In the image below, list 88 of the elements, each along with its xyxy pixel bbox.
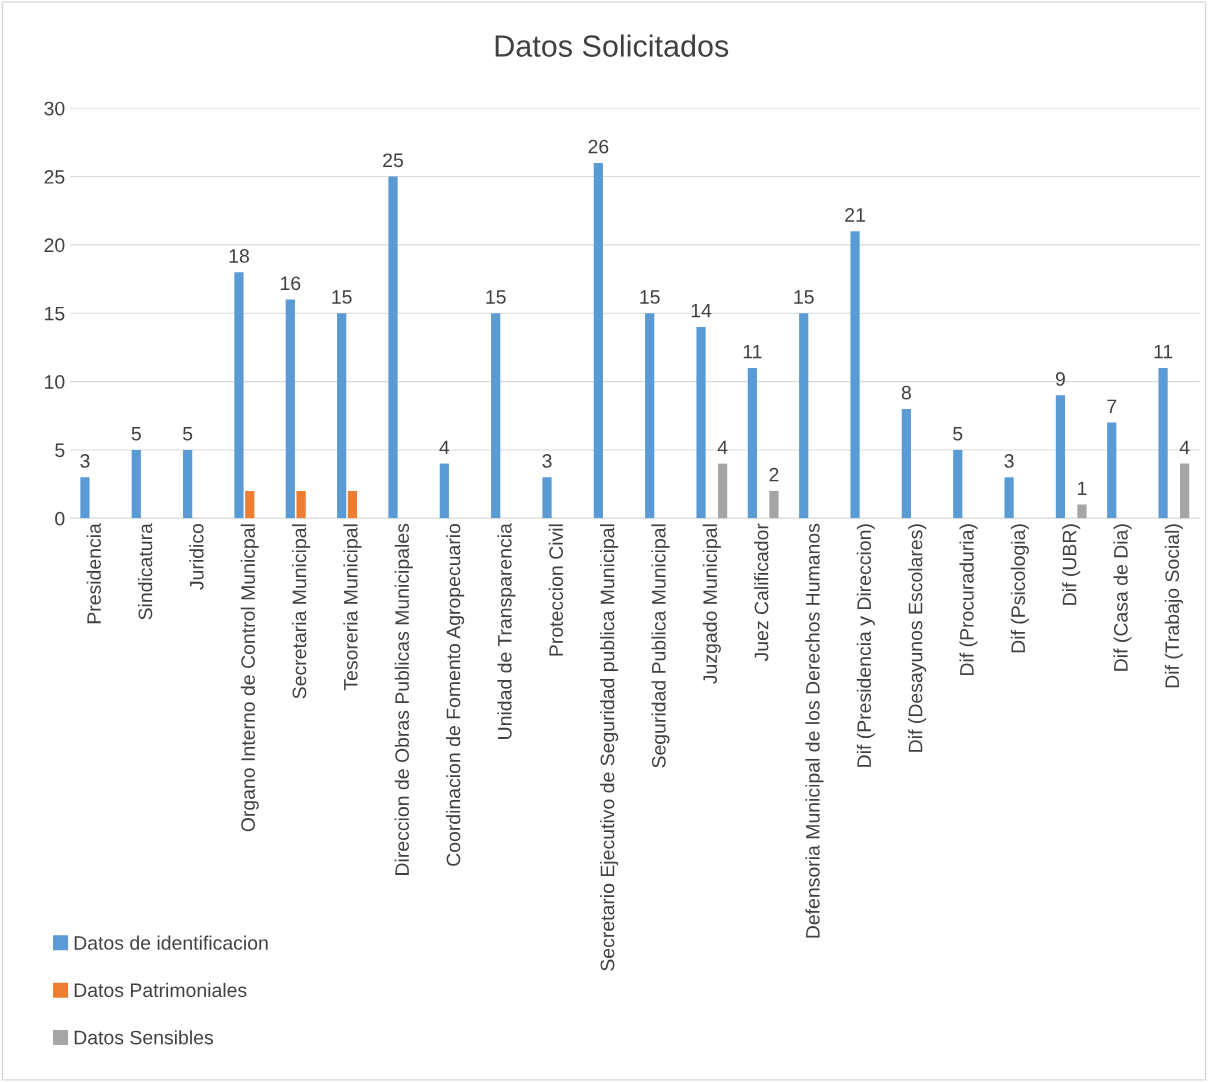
bar (850, 231, 860, 519)
data-label: 9 (1055, 372, 1065, 386)
bar (593, 162, 603, 519)
x-tick-label: Juzgado Municipal (702, 524, 721, 684)
bar (1055, 395, 1066, 519)
y-tick-label: 20 (44, 238, 65, 253)
bar (799, 313, 809, 519)
data-label: 16 (280, 276, 301, 291)
bar (696, 326, 706, 519)
x-tick-label: Coordinacion de Fomento Agropecuario (446, 523, 465, 866)
data-label: 5 (183, 426, 193, 441)
bar (131, 449, 141, 519)
legend-label: Datos Sensibles (74, 1030, 213, 1045)
x-tick-label: Dif (UBR) (1062, 524, 1081, 605)
legend-label: Datos de identificacion (74, 935, 268, 950)
data-label: 26 (588, 139, 609, 154)
y-tick-label: 25 (44, 170, 65, 184)
x-tick-label: Unidad de Transparencia (497, 523, 516, 739)
data-label: 3 (542, 454, 552, 468)
y-tick-label: 0 (55, 511, 65, 526)
y-tick-label: 30 (44, 101, 65, 116)
chart-title: Datos Solicitados (495, 34, 729, 57)
x-tick-label: Organo Interno de Control Municpal (240, 524, 259, 832)
data-label: 25 (383, 153, 403, 168)
bar (769, 490, 779, 519)
data-label: 11 (1154, 344, 1173, 359)
bar (337, 313, 347, 519)
bar (1077, 504, 1087, 519)
data-label: 8 (901, 385, 911, 400)
bar (645, 313, 655, 519)
bar (1107, 422, 1117, 519)
bar (80, 477, 90, 519)
data-label: 2 (769, 467, 779, 482)
bar (347, 490, 358, 519)
x-tick-label: Juez Calificador (754, 523, 769, 662)
data-label: 21 (845, 208, 865, 222)
x-tick-label: Juridico (189, 523, 204, 590)
data-label: 3 (80, 454, 90, 468)
data-label: 15 (794, 290, 814, 304)
bar (717, 463, 728, 519)
bar (747, 367, 757, 519)
data-label: 5 (131, 426, 141, 441)
data-label: 5 (953, 426, 963, 441)
data-label: 11 (743, 344, 762, 359)
bar (296, 490, 306, 519)
data-label: 4 (717, 440, 728, 455)
x-tick-label: Dif (Trabajo Social) (1164, 524, 1183, 688)
bar (491, 313, 501, 519)
x-tick-label: Sindicatura (138, 523, 153, 620)
bar (1180, 463, 1190, 519)
x-tick-label: Proteccion Civil (548, 524, 564, 656)
x-tick-label: Dif (Psicologia) (1010, 524, 1029, 653)
bar (1158, 367, 1168, 519)
data-label: 7 (1107, 399, 1117, 413)
data-label: 15 (486, 290, 506, 304)
y-tick-label: 15 (45, 306, 65, 321)
bar (388, 176, 398, 519)
bar (183, 449, 193, 519)
x-tick-label: Dif (Desayunos Escolares) (908, 524, 927, 752)
y-tick-label: 5 (55, 443, 65, 458)
bar (234, 272, 244, 519)
x-tick-label: Dif (Presidencia y Direccion) (856, 524, 875, 767)
data-label: 14 (691, 303, 712, 318)
x-tick-label: Presidencia (86, 523, 101, 624)
bar (439, 463, 449, 519)
x-tick-label: Defensoria Municipal de los Derechos Humanos (805, 523, 824, 938)
x-tick-label: Secretario Ejecutivo de Seguridad publica Municipal (600, 524, 619, 971)
bar (285, 299, 295, 519)
data-label: 15 (640, 290, 660, 304)
data-label: 4 (439, 440, 450, 455)
data-label: 1 (1078, 481, 1087, 496)
bar (901, 408, 912, 519)
bar (953, 449, 963, 519)
x-tick-label: Seguridad Publica Municipal (651, 524, 670, 768)
x-tick-label: Tesoreria Municipal (343, 524, 362, 691)
x-tick-label: Dif (Procuraduria) (959, 524, 978, 675)
x-tick-label: Dif (Casa de Dia) (1113, 524, 1132, 671)
data-label: 18 (229, 249, 249, 263)
data-label: 3 (1004, 454, 1014, 468)
x-tick-label: Direccion de Obras Publicas Municipales (394, 523, 413, 875)
y-tick-label: 10 (45, 375, 65, 389)
x-tick-label: Secretaria Municipal (292, 524, 311, 699)
legend-label: Datos Patrimoniales (74, 982, 247, 998)
bar (1004, 477, 1014, 519)
data-label: 15 (332, 290, 352, 304)
bar (245, 490, 255, 519)
bar (542, 477, 552, 519)
data-label: 4 (1179, 440, 1190, 455)
